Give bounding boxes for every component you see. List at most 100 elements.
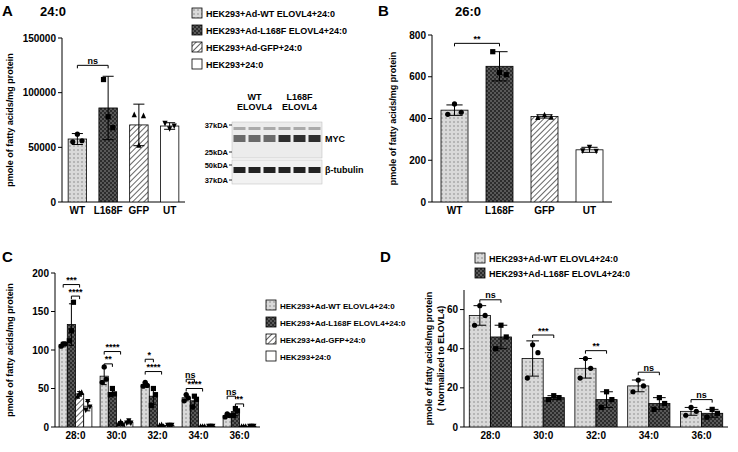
data-point bbox=[136, 142, 141, 148]
data-point bbox=[83, 407, 88, 413]
data-point bbox=[251, 424, 256, 427]
data-point bbox=[493, 346, 498, 351]
data-point bbox=[525, 375, 530, 380]
y-tick bbox=[51, 427, 55, 428]
title: 26:0 bbox=[455, 4, 481, 19]
bar bbox=[190, 401, 198, 427]
legend-label: HEK293+24:0 bbox=[206, 60, 263, 70]
y-tick bbox=[51, 311, 55, 312]
blot-marker-label: 37kDA bbox=[205, 121, 229, 130]
x-tick-label: 32:0 bbox=[586, 430, 606, 441]
y-tick-label: 60 bbox=[447, 304, 459, 315]
x-tick-label: UT bbox=[163, 205, 176, 216]
data-point bbox=[477, 303, 482, 308]
y-axis-label: ( Normalized to ELOVL4) bbox=[436, 306, 446, 412]
data-point bbox=[483, 313, 488, 318]
blot-band bbox=[309, 135, 321, 142]
y-tick bbox=[51, 273, 55, 274]
panel: A24:0pmole of fatty acids/mg protein0500… bbox=[2, 2, 363, 216]
data-point bbox=[67, 338, 72, 343]
y-tick bbox=[428, 202, 432, 203]
data-point bbox=[583, 356, 588, 361]
bar bbox=[59, 345, 67, 427]
blot-band bbox=[234, 167, 246, 173]
data-point bbox=[153, 392, 158, 397]
data-point bbox=[459, 110, 464, 115]
data-point bbox=[70, 139, 75, 144]
panel-label: D bbox=[380, 248, 391, 265]
y-axis-label: pmole of fatty acids/mg protein bbox=[388, 52, 398, 186]
lane-label-line: ELOVL4 bbox=[282, 102, 317, 112]
plot-area bbox=[441, 49, 603, 202]
data-point bbox=[688, 405, 693, 410]
y-tick-label: 40 bbox=[447, 343, 459, 354]
data-point bbox=[657, 395, 662, 400]
plot-area bbox=[68, 76, 179, 202]
x-tick-label: GFP bbox=[534, 205, 555, 216]
data-point bbox=[85, 399, 90, 405]
data-point bbox=[498, 323, 503, 328]
y-axis-label: pmole of fatty acids/mg protein bbox=[5, 283, 15, 417]
data-point bbox=[172, 123, 177, 129]
y-tick-label: 20 bbox=[447, 382, 459, 393]
panel-label: B bbox=[378, 2, 389, 19]
significance-label: ns bbox=[696, 390, 707, 400]
data-point bbox=[235, 408, 240, 413]
bar bbox=[469, 315, 490, 427]
x-tick-label: GFP bbox=[129, 205, 150, 216]
data-point bbox=[231, 413, 236, 418]
data-point bbox=[683, 413, 688, 418]
blot-marker-label: 25kDA bbox=[205, 148, 229, 157]
x-tick-label: L168F bbox=[94, 205, 123, 216]
legend-label: HEK293+Ad-L168F ELOVL4+24:0 bbox=[280, 319, 406, 328]
x-tick-label: 34:0 bbox=[639, 430, 659, 441]
y-tick-label: 100000 bbox=[23, 87, 57, 98]
data-point bbox=[497, 70, 502, 75]
lane-label-line: WT bbox=[248, 92, 262, 102]
blot-band bbox=[309, 167, 321, 173]
data-point bbox=[578, 375, 583, 380]
y-tick-label: 800 bbox=[409, 30, 426, 41]
blot-band bbox=[264, 127, 276, 130]
data-point bbox=[161, 423, 166, 427]
legend-swatch bbox=[192, 25, 202, 35]
significance-label: ns bbox=[644, 363, 655, 373]
y-axis-label: pmole of fatty acids/mg protein bbox=[424, 292, 434, 426]
data-point bbox=[149, 403, 154, 408]
y-tick bbox=[58, 38, 62, 39]
data-point bbox=[167, 126, 172, 132]
data-point bbox=[694, 409, 699, 414]
bar bbox=[141, 385, 149, 427]
y-axis bbox=[464, 290, 465, 427]
blot-band bbox=[279, 135, 291, 142]
significance-label: ns bbox=[87, 56, 98, 66]
x-tick-label: WT bbox=[447, 205, 463, 216]
y-tick-label: 400 bbox=[409, 113, 426, 124]
panel: Dpmole of fatty acids/mg protein( Normal… bbox=[380, 248, 728, 441]
bar bbox=[490, 337, 511, 427]
significance-label: ** bbox=[236, 394, 244, 404]
data-point bbox=[182, 398, 187, 403]
data-point bbox=[535, 114, 540, 120]
legend-label: HEK293+24:0 bbox=[280, 353, 331, 362]
data-point bbox=[588, 366, 593, 371]
data-point bbox=[535, 350, 540, 355]
data-point bbox=[504, 334, 509, 339]
data-point bbox=[587, 145, 592, 151]
data-point bbox=[106, 114, 111, 119]
bar bbox=[100, 376, 108, 427]
data-point bbox=[71, 300, 76, 305]
blot-band-label: MYC bbox=[325, 134, 346, 144]
significance-label: **** bbox=[187, 379, 202, 389]
data-point bbox=[110, 125, 115, 130]
data-point bbox=[120, 421, 125, 427]
y-tick bbox=[428, 76, 432, 77]
legend-label: HEK293+Ad-WT ELOVL4+24:0 bbox=[489, 254, 618, 264]
legend-swatch bbox=[266, 334, 276, 344]
significance-label: ** bbox=[592, 341, 600, 351]
y-tick-label: 50000 bbox=[28, 142, 56, 153]
y-tick-label: 200 bbox=[32, 268, 49, 279]
blot-band bbox=[294, 127, 306, 130]
data-point bbox=[145, 383, 150, 388]
blot-band bbox=[249, 167, 261, 173]
